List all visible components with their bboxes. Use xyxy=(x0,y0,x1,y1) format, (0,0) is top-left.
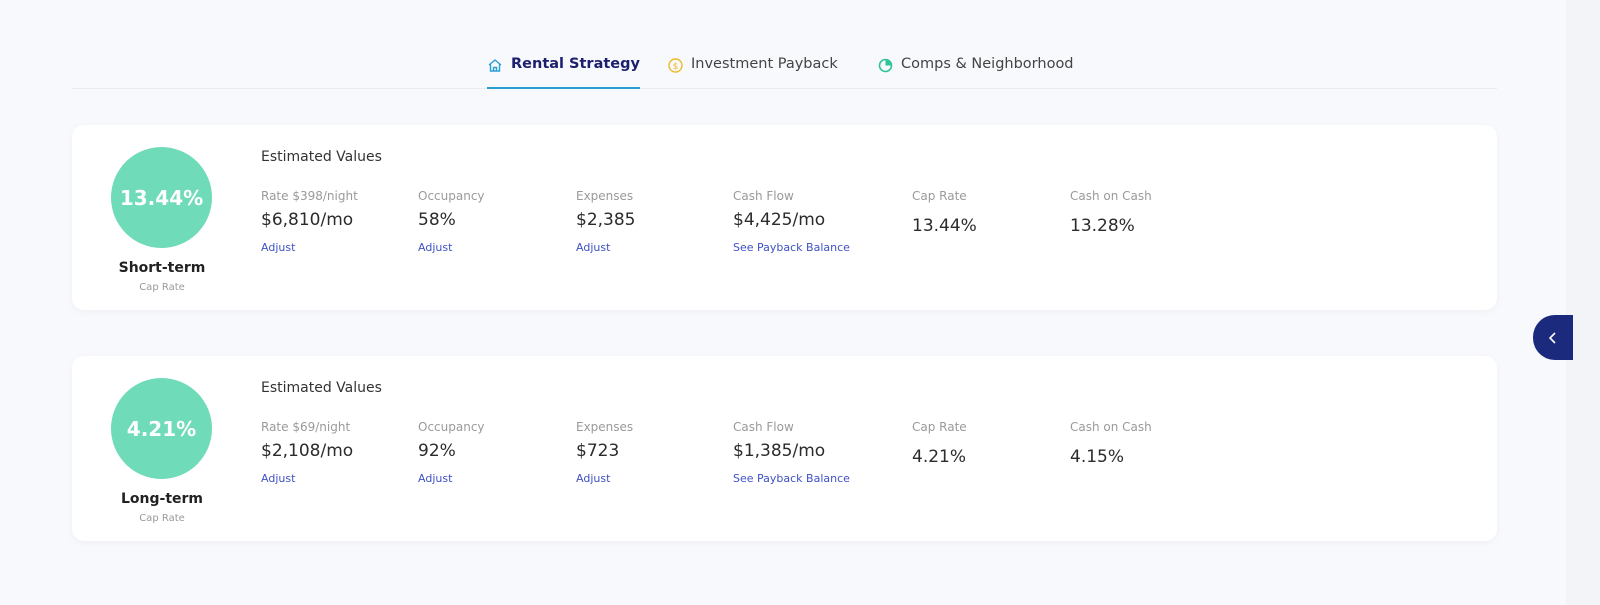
adjust-rate-link[interactable]: Adjust xyxy=(261,241,296,254)
adjust-occupancy-link[interactable]: Adjust xyxy=(418,241,453,254)
rate-column: Rate $398/night $6,810/mo Adjust xyxy=(261,189,358,255)
tab-comps-neighborhood[interactable]: Comps & Neighborhood xyxy=(878,56,1074,89)
tab-rental-strategy[interactable]: Rental Strategy xyxy=(487,56,640,89)
see-payback-balance-link[interactable]: See Payback Balance xyxy=(733,241,850,254)
adjust-expenses-link[interactable]: Adjust xyxy=(576,472,611,485)
see-payback-balance-link[interactable]: See Payback Balance xyxy=(733,472,850,485)
collapse-panel-button[interactable] xyxy=(1533,315,1573,360)
strategy-title: Short-term xyxy=(118,260,206,276)
adjust-expenses-link[interactable]: Adjust xyxy=(576,241,611,254)
expenses-label: Expenses xyxy=(576,420,634,434)
cashflow-value: $1,385/mo xyxy=(733,441,826,461)
rate-label: Rate $69/night xyxy=(261,420,351,434)
cashflow-value: $4,425/mo xyxy=(733,210,826,230)
tab-label: Comps & Neighborhood xyxy=(901,56,1074,72)
coc-column: Cash on Cash 4.15% xyxy=(1070,420,1152,467)
long-term-card: 4.21% Long-term Cap Rate Estimated Value… xyxy=(72,356,1497,541)
tab-investment-payback[interactable]: $ Investment Payback xyxy=(668,56,838,89)
expenses-column: Expenses $723 Adjust xyxy=(576,420,633,486)
occupancy-value: 58% xyxy=(418,210,456,230)
cashflow-column: Cash Flow $4,425/mo See Payback Balance xyxy=(733,189,850,255)
cashflow-column: Cash Flow $1,385/mo See Payback Balance xyxy=(733,420,850,486)
caprate-label: Cap Rate xyxy=(912,189,967,203)
caprate-column: Cap Rate 13.44% xyxy=(912,189,977,236)
section-heading: Estimated Values xyxy=(261,149,382,165)
strategy-subtitle: Cap Rate xyxy=(139,282,185,293)
tab-label: Rental Strategy xyxy=(511,56,640,72)
tab-bar: Rental Strategy $ Investment Payback Com… xyxy=(72,46,1497,89)
rate-value: $6,810/mo xyxy=(261,210,354,230)
short-term-card: 13.44% Short-term Cap Rate Estimated Val… xyxy=(72,125,1497,310)
coc-column: Cash on Cash 13.28% xyxy=(1070,189,1152,236)
expenses-column: Expenses $2,385 Adjust xyxy=(576,189,635,255)
expenses-value: $2,385 xyxy=(576,210,636,230)
caprate-label: Cap Rate xyxy=(912,420,967,434)
coc-label: Cash on Cash xyxy=(1070,420,1152,434)
cap-rate-badge: 13.44% xyxy=(111,147,212,248)
adjust-rate-link[interactable]: Adjust xyxy=(261,472,296,485)
expenses-value: $723 xyxy=(576,441,620,461)
expenses-label: Expenses xyxy=(576,189,634,203)
occupancy-value: 92% xyxy=(418,441,456,461)
rate-label: Rate $398/night xyxy=(261,189,358,203)
home-icon xyxy=(488,59,502,72)
cashflow-label: Cash Flow xyxy=(733,189,794,203)
caprate-value: 4.21% xyxy=(912,447,967,467)
rate-value: $2,108/mo xyxy=(261,441,354,461)
caprate-column: Cap Rate 4.21% xyxy=(912,420,967,467)
chevron-left-icon xyxy=(1548,331,1556,344)
strategy-title: Long-term xyxy=(120,491,204,507)
adjust-occupancy-link[interactable]: Adjust xyxy=(418,472,453,485)
pie-chart-icon xyxy=(878,58,893,73)
occupancy-label: Occupancy xyxy=(418,189,485,203)
section-heading: Estimated Values xyxy=(261,380,382,396)
rate-column: Rate $69/night $2,108/mo Adjust xyxy=(261,420,353,486)
strategy-subtitle: Cap Rate xyxy=(139,513,185,524)
cashflow-label: Cash Flow xyxy=(733,420,794,434)
coc-value: 13.28% xyxy=(1070,216,1135,236)
coc-value: 4.15% xyxy=(1070,447,1125,467)
occupancy-column: Occupancy 58% Adjust xyxy=(418,189,485,255)
svg-text:$: $ xyxy=(673,62,679,72)
tab-label: Investment Payback xyxy=(691,56,838,72)
occupancy-column: Occupancy 92% Adjust xyxy=(418,420,485,486)
coc-label: Cash on Cash xyxy=(1070,189,1152,203)
cap-rate-badge: 4.21% xyxy=(111,378,212,479)
dollar-coin-icon: $ xyxy=(668,58,683,73)
caprate-value: 13.44% xyxy=(912,216,977,236)
side-panel-edge xyxy=(1566,0,1600,605)
occupancy-label: Occupancy xyxy=(418,420,485,434)
